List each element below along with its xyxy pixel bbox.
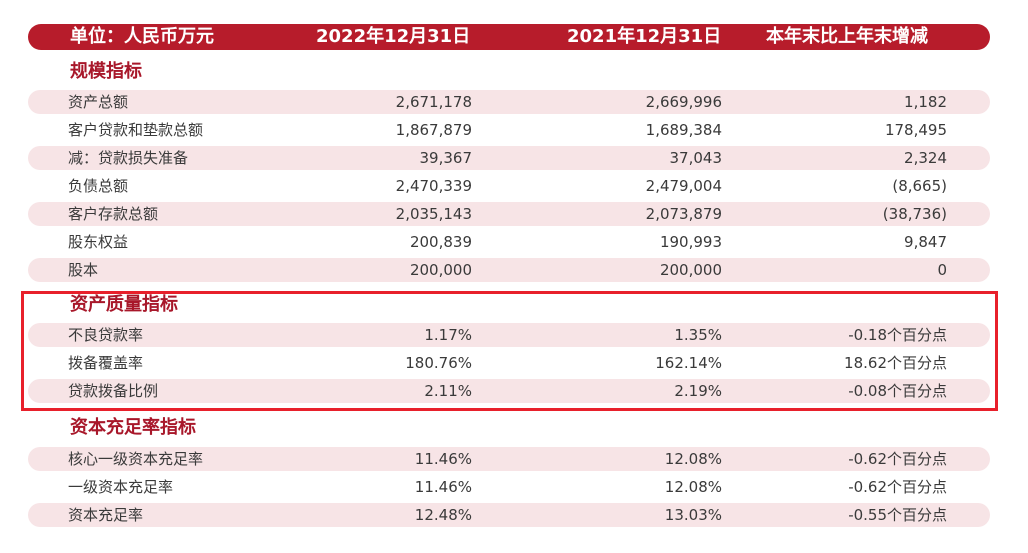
table-row: 一级资本充足率 11.46% 12.08% -0.62个百分点 xyxy=(28,475,990,499)
row-value-2022: 2,035,143 xyxy=(395,205,472,223)
table-row: 资产总额 2,671,178 2,669,996 1,182 xyxy=(28,90,990,114)
table-row: 拨备覆盖率 180.76% 162.14% 18.62个百分点 xyxy=(28,351,990,375)
row-label: 一级资本充足率 xyxy=(68,478,174,496)
table-row: 客户存款总额 2,035,143 2,073,879 (38,736) xyxy=(28,202,990,226)
row-value-2021: 1,689,384 xyxy=(645,121,722,139)
row-value-change: 1,182 xyxy=(904,93,947,111)
row-value-change: 9,847 xyxy=(904,233,947,251)
row-value-2021: 13.03% xyxy=(664,506,722,524)
row-value-2021: 12.08% xyxy=(664,450,722,468)
row-value-change: -0.62个百分点 xyxy=(848,478,947,496)
row-value-2021: 200,000 xyxy=(659,261,722,279)
row-label: 拨备覆盖率 xyxy=(68,354,144,372)
row-value-2022: 11.46% xyxy=(414,478,472,496)
row-value-2021: 2.19% xyxy=(674,382,722,400)
header-col-2022: 2022年12月31日 xyxy=(316,26,471,47)
row-value-2021: 1.35% xyxy=(674,326,722,344)
row-label: 负债总额 xyxy=(68,177,129,195)
row-label: 核心一级资本充足率 xyxy=(68,450,204,468)
row-value-2021: 12.08% xyxy=(664,478,722,496)
row-value-change: -0.08个百分点 xyxy=(848,382,947,400)
row-label: 客户贷款和垫款总额 xyxy=(68,121,204,139)
row-value-change: 178,495 xyxy=(884,121,947,139)
row-value-change: -0.55个百分点 xyxy=(848,506,947,524)
row-value-change: (38,736) xyxy=(882,205,947,223)
row-value-2022: 200,000 xyxy=(409,261,472,279)
row-label: 资本充足率 xyxy=(68,506,144,524)
row-value-change: -0.18个百分点 xyxy=(848,326,947,344)
table-row: 减：贷款损失准备 39,367 37,043 2,324 xyxy=(28,146,990,170)
row-label: 股本 xyxy=(68,261,99,279)
row-label: 资产总额 xyxy=(68,93,129,111)
table-row: 贷款拨备比例 2.11% 2.19% -0.08个百分点 xyxy=(28,379,990,403)
row-value-2022: 2.11% xyxy=(424,382,472,400)
table-row: 股东权益 200,839 190,993 9,847 xyxy=(28,230,990,254)
row-label: 客户存款总额 xyxy=(68,205,159,223)
header-unit: 单位：人民币万元 xyxy=(70,26,214,47)
row-value-change: 0 xyxy=(937,261,947,279)
row-value-2022: 1.17% xyxy=(424,326,472,344)
table-row: 不良贷款率 1.17% 1.35% -0.18个百分点 xyxy=(28,323,990,347)
row-value-2021: 190,993 xyxy=(659,233,722,251)
row-value-2022: 11.46% xyxy=(414,450,472,468)
row-label: 减：贷款损失准备 xyxy=(68,149,189,167)
header-col-change: 本年末比上年末增减 xyxy=(766,26,928,47)
row-value-2022: 12.48% xyxy=(414,506,472,524)
table-row: 股本 200,000 200,000 0 xyxy=(28,258,990,282)
table-row: 客户贷款和垫款总额 1,867,879 1,689,384 178,495 xyxy=(28,118,990,142)
row-value-2022: 2,470,339 xyxy=(395,177,472,195)
row-value-2022: 1,867,879 xyxy=(395,121,472,139)
table-row: 核心一级资本充足率 11.46% 12.08% -0.62个百分点 xyxy=(28,447,990,471)
header-col-2021: 2021年12月31日 xyxy=(567,26,722,47)
row-value-2021: 2,479,004 xyxy=(645,177,722,195)
section-title-scale: 规模指标 xyxy=(70,61,142,82)
row-value-2022: 2,671,178 xyxy=(395,93,472,111)
row-value-change: 2,324 xyxy=(904,149,947,167)
row-value-2022: 180.76% xyxy=(405,354,472,372)
row-value-2021: 2,073,879 xyxy=(645,205,722,223)
row-label: 贷款拨备比例 xyxy=(68,382,159,400)
row-value-change: (8,665) xyxy=(892,177,947,195)
section-title-capital-adequacy: 资本充足率指标 xyxy=(70,417,196,438)
row-value-change: 18.62个百分点 xyxy=(844,354,947,372)
row-value-2022: 39,367 xyxy=(419,149,473,167)
row-value-2021: 2,669,996 xyxy=(645,93,722,111)
row-value-2022: 200,839 xyxy=(409,233,472,251)
table-row: 负债总额 2,470,339 2,479,004 (8,665) xyxy=(28,174,990,198)
row-value-2021: 37,043 xyxy=(669,149,723,167)
section-title-asset-quality: 资产质量指标 xyxy=(70,294,178,315)
table-header-bar xyxy=(28,24,990,50)
row-label: 不良贷款率 xyxy=(68,326,144,344)
row-value-2021: 162.14% xyxy=(655,354,722,372)
row-label: 股东权益 xyxy=(68,233,129,251)
table-row: 资本充足率 12.48% 13.03% -0.55个百分点 xyxy=(28,503,990,527)
row-value-change: -0.62个百分点 xyxy=(848,450,947,468)
